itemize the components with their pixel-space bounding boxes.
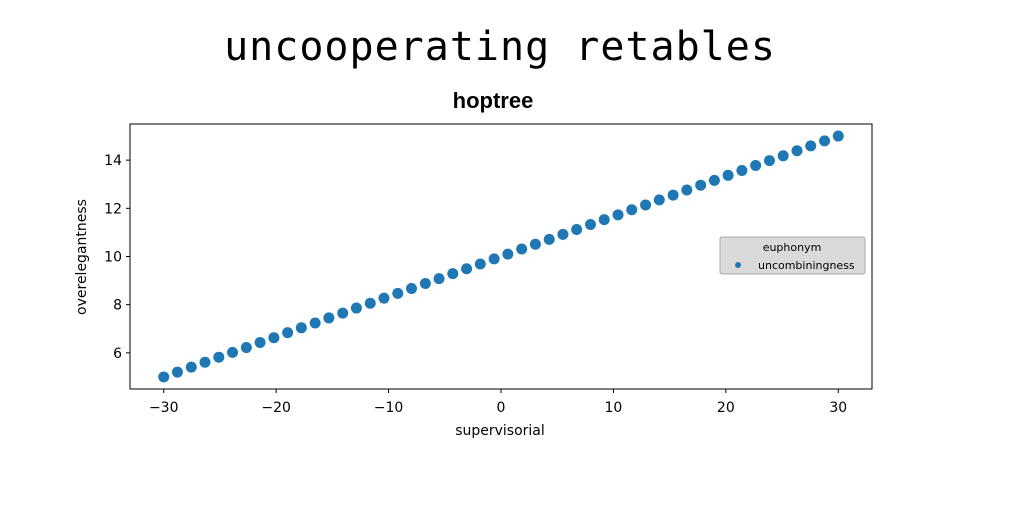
x-tick-label: 10 (605, 400, 623, 416)
legend-entry-label: uncombiningness (758, 259, 855, 272)
x-tick-label: −20 (261, 400, 291, 416)
data-point (489, 253, 500, 264)
x-tick-label: −10 (374, 400, 404, 416)
data-point (323, 312, 334, 323)
data-point (241, 342, 252, 353)
data-point (557, 229, 568, 240)
data-point (392, 288, 403, 299)
data-point (186, 362, 197, 373)
y-tick-label: 14 (104, 153, 122, 169)
data-point (310, 317, 321, 328)
data-point (268, 332, 279, 343)
chart-title: hoptree (453, 88, 534, 113)
data-point (475, 258, 486, 269)
data-point (626, 204, 637, 215)
data-point (447, 268, 458, 279)
data-point (695, 180, 706, 191)
data-point (805, 140, 816, 151)
data-point (613, 209, 624, 220)
data-point (420, 278, 431, 289)
data-point (736, 165, 747, 176)
data-point (296, 322, 307, 333)
data-point (199, 357, 210, 368)
data-point (213, 352, 224, 363)
y-ticks: 6 8 10 12 14 (104, 153, 130, 362)
x-tick-label: 30 (829, 400, 847, 416)
data-point (337, 308, 348, 319)
data-point (172, 367, 183, 378)
data-point (227, 347, 238, 358)
legend-title: euphonym (763, 241, 822, 254)
data-point (723, 170, 734, 181)
data-point (640, 199, 651, 210)
data-point (461, 263, 472, 274)
legend-marker (735, 262, 741, 268)
data-point (668, 190, 679, 201)
data-point (681, 185, 692, 196)
x-tick-label: 20 (717, 400, 735, 416)
x-axis-label: supervisorial (455, 423, 545, 439)
data-point (750, 160, 761, 171)
data-point (516, 244, 527, 255)
data-point (282, 327, 293, 338)
data-point (764, 155, 775, 166)
data-point (544, 234, 555, 245)
data-point (365, 298, 376, 309)
data-point (406, 283, 417, 294)
legend: euphonym uncombiningness (720, 237, 865, 274)
data-point (571, 224, 582, 235)
data-point (654, 194, 665, 205)
data-point (709, 175, 720, 186)
y-tick-label: 10 (104, 250, 122, 266)
data-point (778, 150, 789, 161)
y-tick-label: 8 (113, 298, 122, 314)
x-tick-label: −30 (149, 400, 179, 416)
y-tick-label: 6 (113, 346, 122, 362)
data-point (819, 135, 830, 146)
data-point (351, 303, 362, 314)
data-point (502, 249, 513, 260)
x-tick-label: 0 (497, 400, 506, 416)
data-point (434, 273, 445, 284)
data-point (792, 145, 803, 156)
x-ticks: −30 −20 −10 0 10 20 30 (149, 389, 847, 416)
data-point (833, 131, 844, 142)
data-point (378, 293, 389, 304)
data-point (585, 219, 596, 230)
y-tick-label: 12 (104, 201, 122, 217)
data-point (255, 337, 266, 348)
data-point (599, 214, 610, 225)
y-axis-label: overelegantness (74, 199, 90, 315)
data-point (158, 371, 169, 382)
data-point (530, 239, 541, 250)
